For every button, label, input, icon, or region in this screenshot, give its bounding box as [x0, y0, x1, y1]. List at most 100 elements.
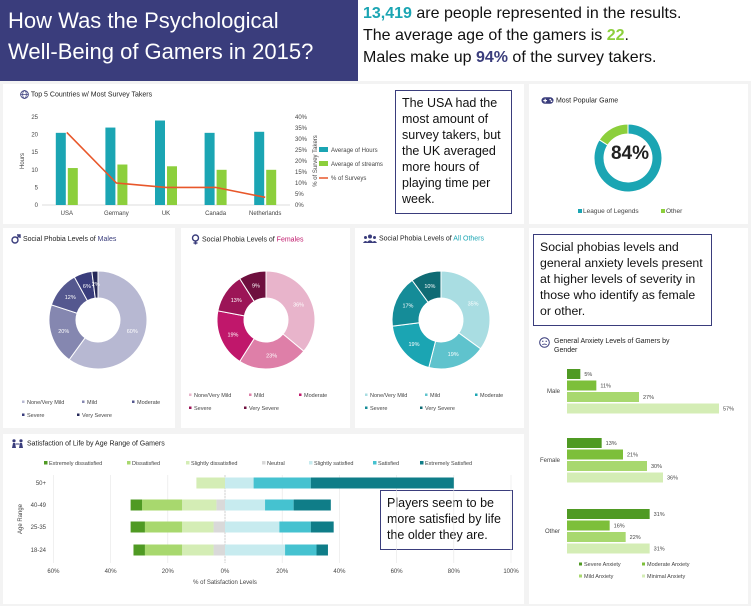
anxiety-title: General Anxiety Levels of Gamers by Gend… — [539, 337, 689, 355]
satisfaction-note: Players seem to be more satisfied by lif… — [380, 490, 513, 550]
countries-y2tick: 40% — [295, 115, 308, 121]
satisfaction-category-label: 50+ — [36, 481, 47, 487]
anxious-face-icon — [539, 337, 550, 348]
anxiety-value-label: 13% — [606, 441, 617, 447]
stat-line-1: 13,419 are people represented in the res… — [363, 3, 751, 25]
countries-bar-streams — [67, 168, 78, 205]
females-data-label: 23% — [266, 354, 277, 360]
game-legend-label: Other — [666, 208, 683, 215]
females-legend-swatch — [189, 406, 192, 409]
females-title-highlight: Females — [276, 236, 304, 244]
countries-ytick: 15 — [31, 150, 38, 156]
stat-age-text: The average age of the gamers is — [363, 27, 607, 44]
gamepad-icon — [541, 97, 554, 104]
stat-males-text: Males make up — [363, 49, 476, 66]
others-legend-swatch — [475, 393, 478, 396]
anxiety-category-label: Male — [547, 389, 561, 395]
others-title-prefix: Social Phobia Levels of — [378, 235, 454, 243]
females-title: Social Phobia Levels of Females — [191, 234, 304, 245]
females-slice — [239, 270, 267, 303]
satisfaction-xtick: 40% — [333, 569, 346, 575]
others-slice — [411, 270, 442, 303]
anxiety-value-label: 5% — [584, 372, 592, 378]
satisfaction-bar — [316, 544, 328, 556]
stat-age-end: . — [624, 27, 629, 44]
phobia-note: Social phobias levels and general anxiet… — [533, 234, 712, 326]
countries-bar-hours — [254, 131, 265, 205]
countries-ylabel: Hours — [20, 153, 26, 169]
satisfaction-bar — [253, 477, 311, 489]
game-title-text: Most Popular Game — [555, 97, 619, 105]
satisfaction-legend-swatch — [420, 461, 424, 465]
countries-xtick: USA — [61, 211, 73, 217]
satisfaction-bar — [130, 499, 143, 511]
satisfaction-category-label: 25-35 — [31, 525, 47, 531]
satisfaction-bar — [182, 499, 217, 511]
countries-bar-streams — [167, 166, 177, 205]
countries-xtick: Netherlands — [249, 211, 281, 217]
satisfaction-bar — [142, 499, 183, 511]
game-legend-label: League of Legends — [583, 208, 639, 215]
countries-y2tick: 25% — [295, 148, 308, 154]
males-data-label: 2% — [92, 282, 100, 288]
satisfaction-xtick: 100% — [503, 569, 519, 575]
others-legend-label: Severe — [370, 406, 387, 412]
males-title: Social Phobia Levels of Males — [11, 234, 116, 244]
countries-legend-label: Average of Hours — [331, 148, 378, 154]
countries-y2label: % of Survey Takers — [313, 135, 319, 187]
females-legend-swatch — [249, 393, 252, 396]
anxiety-value-label: 22% — [630, 535, 641, 541]
game-legend-swatch — [661, 209, 665, 213]
others-data-label: 19% — [408, 342, 419, 348]
countries-y2tick: 5% — [295, 192, 304, 198]
satisfaction-xtick: 60% — [47, 569, 60, 575]
game-slice — [598, 123, 629, 146]
anxiety-value-label: 31% — [654, 547, 665, 553]
satisfaction-bar — [130, 521, 145, 533]
others-data-label: 17% — [402, 304, 413, 310]
countries-title-text: Top 5 Countries w/ Most Survey Takers — [30, 91, 153, 99]
satisfaction-bar — [213, 544, 225, 556]
countries-ytick: 25 — [31, 115, 38, 121]
satisfaction-bar — [213, 521, 225, 533]
anxiety-bar — [567, 543, 650, 554]
anxiety-bar — [567, 449, 623, 460]
countries-legend-label: % of Surveys — [331, 176, 366, 182]
satisfaction-legend-swatch — [373, 461, 377, 465]
anxiety-legend-swatch — [642, 562, 645, 566]
females-data-label: 36% — [293, 303, 304, 309]
satisfaction-legend-label: Extremely Satisfied — [425, 461, 472, 467]
satisfaction-xtick: 0% — [221, 569, 230, 575]
game-legend-swatch — [578, 209, 582, 213]
countries-legend-swatch — [319, 147, 328, 152]
females-data-label: 19% — [227, 332, 238, 338]
males-slice — [68, 270, 148, 370]
satisfaction-bar — [225, 499, 266, 511]
countries-ytick: 0 — [35, 203, 39, 209]
males-legend-label: Mild — [87, 400, 97, 406]
satisfaction-legend-label: Satisfied — [378, 461, 399, 467]
others-legend-label: Very Severe — [425, 406, 455, 412]
males-legend-swatch — [22, 413, 25, 416]
males-legend-label: None/Very Mild — [27, 400, 64, 406]
satisfaction-xtick: 20% — [162, 569, 175, 575]
others-legend-swatch — [420, 406, 423, 409]
satisfaction-bar — [285, 544, 317, 556]
countries-y2tick: 35% — [295, 126, 308, 132]
others-slice — [440, 270, 491, 350]
anxiety-legend-label: Minimal Anxiety — [647, 574, 685, 580]
females-data-label: 9% — [252, 283, 260, 289]
satisfaction-xtick: 40% — [105, 569, 118, 575]
anxiety-legend-label: Severe Anxiety — [584, 562, 621, 568]
countries-bar-hours — [105, 127, 116, 205]
satisfaction-bar — [310, 521, 334, 533]
others-legend-label: None/Very Mild — [370, 393, 407, 399]
others-title: Social Phobia Levels of All Others — [363, 234, 484, 243]
others-legend-swatch — [425, 393, 428, 396]
others-data-label: 10% — [424, 284, 435, 290]
satisfaction-bar — [182, 544, 214, 556]
others-legend-swatch — [365, 406, 368, 409]
countries-xtick: UK — [162, 211, 170, 217]
anxiety-title-text: General Anxiety Levels of Gamers by Gend… — [554, 338, 670, 354]
